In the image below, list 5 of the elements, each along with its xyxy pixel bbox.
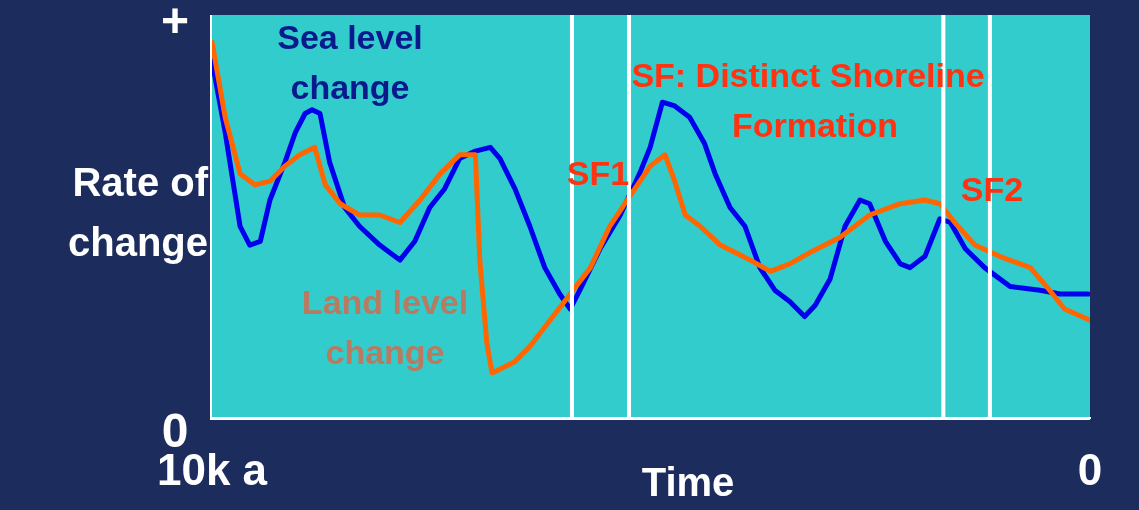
- y-axis-title: Rate of change: [67, 160, 209, 265]
- series-label: Land level change: [301, 283, 469, 372]
- text: +: [160, 0, 190, 48]
- x-axis-title: Time: [641, 460, 735, 505]
- series-label: Sea level change: [277, 18, 423, 107]
